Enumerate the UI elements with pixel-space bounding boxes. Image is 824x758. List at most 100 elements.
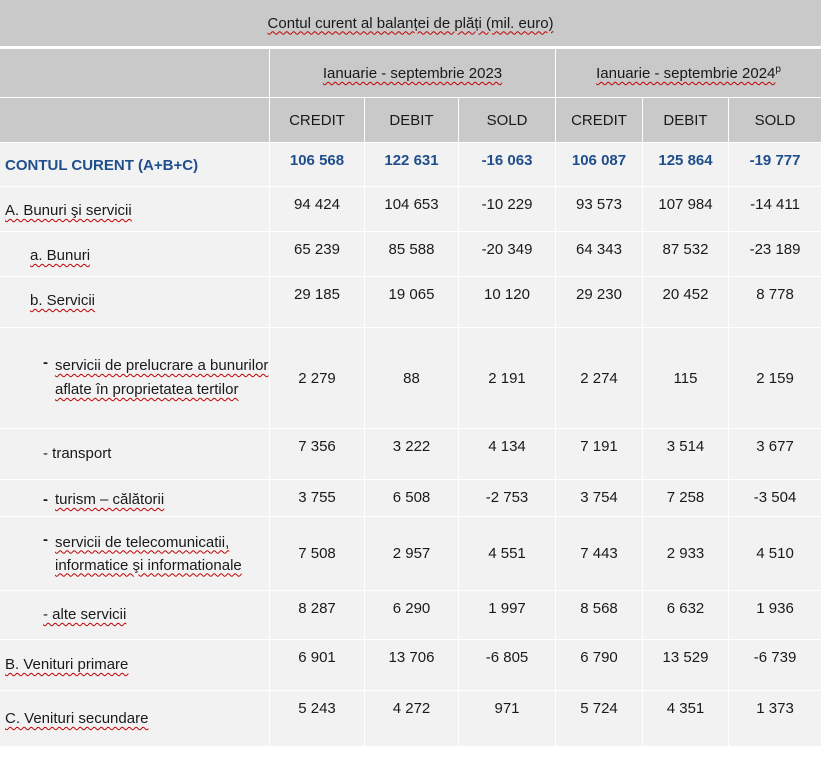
row-label-text: B. Venituri primare <box>5 656 129 673</box>
table-cell: 3 677 <box>728 428 822 479</box>
table-cell: 5 243 <box>269 690 364 746</box>
table-cell: -19 777 <box>728 142 822 186</box>
row-label-text: servicii de telecomunicatii, informatice… <box>55 533 242 574</box>
table-cell: 6 632 <box>642 590 728 639</box>
row-label: - turism – călătorii <box>0 479 269 516</box>
table-cell: 6 901 <box>269 639 364 690</box>
table-cell: 3 514 <box>642 428 728 479</box>
table-row: - turism – călătorii 3 755 6 508 -2 753 … <box>0 479 822 516</box>
table-cell: 971 <box>458 690 555 746</box>
table-row: - transport 7 356 3 222 4 134 7 191 3 51… <box>0 428 822 479</box>
table-cell: 7 443 <box>555 516 642 590</box>
table-cell: 20 452 <box>642 276 728 327</box>
table-cell: 87 532 <box>642 231 728 276</box>
period-sup: p <box>775 64 781 75</box>
row-bullet: - <box>43 491 48 508</box>
table-cell: 115 <box>642 327 728 428</box>
row-label: a. Bunuri <box>0 231 269 276</box>
row-label: b. Servicii <box>0 276 269 327</box>
table-cell: 10 120 <box>458 276 555 327</box>
table-cell: 7 258 <box>642 479 728 516</box>
table-row: A. Bunuri şi servicii 94 424 104 653 -10… <box>0 186 822 231</box>
table-cell: 107 984 <box>642 186 728 231</box>
table-cell: 3 222 <box>364 428 458 479</box>
table-cell: 1 373 <box>728 690 822 746</box>
table-cell: 4 551 <box>458 516 555 590</box>
table-cell: 65 239 <box>269 231 364 276</box>
row-label-text: - alte servicii <box>43 606 127 623</box>
table-cell: 106 568 <box>269 142 364 186</box>
table-cell: 6 790 <box>555 639 642 690</box>
header-corner <box>0 49 269 98</box>
table-row: - alte servicii 8 287 6 290 1 997 8 568 … <box>0 590 822 639</box>
table-cell: 7 191 <box>555 428 642 479</box>
period-label: Ianuarie - septembrie 2024 <box>596 65 776 82</box>
row-label-multiline: - turism – călătorii <box>0 489 269 508</box>
table-cell: 122 631 <box>364 142 458 186</box>
table-cell: 2 159 <box>728 327 822 428</box>
column-header-row: CREDIT DEBIT SOLD CREDIT DEBIT SOLD <box>0 98 822 142</box>
table-cell: 2 933 <box>642 516 728 590</box>
row-label: - transport <box>0 428 269 479</box>
table-cell: 2 191 <box>458 327 555 428</box>
table-row: a. Bunuri 65 239 85 588 -20 349 64 343 8… <box>0 231 822 276</box>
table-cell: -16 063 <box>458 142 555 186</box>
period-header-2024: Ianuarie - septembrie 2024p <box>555 49 822 98</box>
table-cell: 13 706 <box>364 639 458 690</box>
table-cell: 2 279 <box>269 327 364 428</box>
row-label-text: a. Bunuri <box>30 247 91 264</box>
table-cell: 6 508 <box>364 479 458 516</box>
column-header: DEBIT <box>642 98 728 142</box>
table-cell: 5 724 <box>555 690 642 746</box>
row-label: C. Venituri secundare <box>0 690 269 746</box>
period-header-2023: Ianuarie - septembrie 2023 <box>269 49 555 98</box>
row-label: - servicii de telecomunicatii, informati… <box>0 516 269 590</box>
table-cell: 8 778 <box>728 276 822 327</box>
table-cell: -2 753 <box>458 479 555 516</box>
table-cell: 7 356 <box>269 428 364 479</box>
row-label-multiline: - servicii de telecomunicatii, informati… <box>0 531 269 577</box>
row-label-text: turism – călătorii <box>55 491 165 508</box>
column-header: CREDIT <box>555 98 642 142</box>
row-bullet: - <box>43 530 48 548</box>
table-row: C. Venituri secundare 5 243 4 272 971 5 … <box>0 690 822 746</box>
table-cell: 93 573 <box>555 186 642 231</box>
table-cell: 3 754 <box>555 479 642 516</box>
table-cell: 2 957 <box>364 516 458 590</box>
table-cell: 2 274 <box>555 327 642 428</box>
header-corner-lower <box>0 98 269 142</box>
period-label: Ianuarie - septembrie 2023 <box>322 65 503 82</box>
table-cell: -14 411 <box>728 186 822 231</box>
table-row: CONTUL CURENT (A+B+C) 106 568 122 631 -1… <box>0 142 822 186</box>
table-cell: 64 343 <box>555 231 642 276</box>
table-row: B. Venituri primare 6 901 13 706 -6 805 … <box>0 639 822 690</box>
column-header: CREDIT <box>269 98 364 142</box>
table-cell: 13 529 <box>642 639 728 690</box>
table-cell: 3 755 <box>269 479 364 516</box>
column-header: SOLD <box>458 98 555 142</box>
column-header: DEBIT <box>364 98 458 142</box>
table-cell: -6 739 <box>728 639 822 690</box>
row-label-text: - transport <box>43 445 112 462</box>
table-cell: 8 568 <box>555 590 642 639</box>
table-cell: -20 349 <box>458 231 555 276</box>
row-label-text: servicii de prelucrare a bunurilor aflat… <box>55 357 269 398</box>
row-label-text: C. Venituri secundare <box>5 710 149 727</box>
table-cell: 85 588 <box>364 231 458 276</box>
table-title-text: Contul curent al balanței de plăți (mil.… <box>267 14 554 32</box>
row-label-multiline: - servicii de prelucrare a bunurilor afl… <box>0 354 269 402</box>
table-cell: -23 189 <box>728 231 822 276</box>
table-cell: -10 229 <box>458 186 555 231</box>
row-label: B. Venituri primare <box>0 639 269 690</box>
table-cell: 4 134 <box>458 428 555 479</box>
table-cell: -3 504 <box>728 479 822 516</box>
row-label: - servicii de prelucrare a bunurilor afl… <box>0 327 269 428</box>
table-row: b. Servicii 29 185 19 065 10 120 29 230 … <box>0 276 822 327</box>
title-row: Contul curent al balanței de plăți (mil.… <box>0 0 822 49</box>
table-cell: 1 936 <box>728 590 822 639</box>
table-cell: 6 290 <box>364 590 458 639</box>
table-cell: 94 424 <box>269 186 364 231</box>
table-cell: -6 805 <box>458 639 555 690</box>
